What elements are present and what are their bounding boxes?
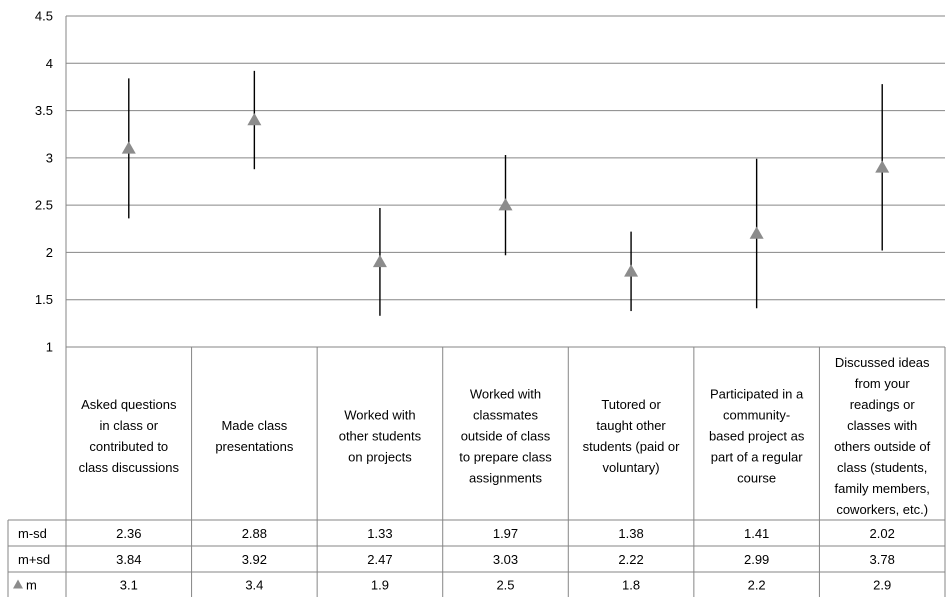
category-label-line: coworkers, etc.) [836,502,928,517]
category-label: Worked with other students on projects [339,408,422,465]
mean-marker [749,226,764,239]
category-label-line: from your [855,376,911,391]
table-cell: 3.4 [245,578,263,593]
table-cell: 2.02 [870,526,895,541]
category-label: Made class presentations [215,418,294,454]
table-cell: 3.84 [116,552,141,567]
mean-marker [498,198,513,211]
table-row: m 3.1 3.4 1.9 2.5 1.8 2.2 2.9 [13,578,891,593]
category-label-line: in class or [100,418,159,433]
category-label-line: outside of class [461,429,551,444]
table-row: m-sd 2.36 2.88 1.33 1.97 1.38 1.41 2.02 [18,526,895,541]
y-tick-label: 3.5 [35,103,53,118]
table-cell: 3.1 [120,578,138,593]
table-cell: 2.36 [116,526,141,541]
category-label: Discussed ideas from your readings or class… [834,355,931,517]
category-label-line: course [737,471,776,486]
table-cell: 1.9 [371,578,389,593]
y-tick-label: 1.5 [35,292,53,307]
table-cell: 2.5 [496,578,514,593]
category-label: Participated in a community-based project… [709,387,805,486]
table-cell: 1.41 [744,526,769,541]
category-label-line: taught other [596,418,666,433]
table-cell: 1.38 [618,526,643,541]
category-label-line: based project as [709,429,805,444]
category-label: Worked with classmates outside of class to … [459,387,552,486]
category-label-line: voluntary) [603,460,660,475]
category-label-line: class (students, [837,460,927,475]
data-table: Asked questions in class or contributed to… [7,347,946,597]
category-label-line: classmates [473,408,539,423]
table-cell: 1.8 [622,578,640,593]
category-label: Asked questions in class or contributed to… [79,397,180,475]
category-label-line: Made class [221,418,287,433]
series-name: m-sd [18,526,47,541]
y-tick-label: 1 [46,340,53,355]
category-label-line: classes with [847,418,917,433]
category-label-line: Discussed ideas [835,355,930,370]
category-label-line: Worked with [470,387,541,402]
y-axis-tick-labels: 1 1.5 2 2.5 3 3.5 4 4.5 [35,9,53,355]
category-label-line: Worked with [344,408,415,423]
category-label: Tutored or taught other students (paid or v… [583,397,681,475]
category-label-line: other students [339,429,422,444]
table-cell: 1.33 [367,526,392,541]
table-cell: 2.2 [748,578,766,593]
table-cell: 2.9 [873,578,891,593]
table-cell: 3.92 [242,552,267,567]
table-cell: 2.47 [367,552,392,567]
category-label-line: others outside of [834,439,931,454]
table-cell: 2.99 [744,552,769,567]
category-label-line: students (paid or [583,439,681,454]
category-label-line: assignments [469,471,542,486]
y-tick-label: 4 [46,56,53,71]
table-cell: 2.22 [618,552,643,567]
series-name: m [26,578,37,593]
y-tick-label: 3 [46,150,53,165]
mean-marker [624,264,639,277]
legend-marker [13,579,23,589]
table-cell: 3.78 [870,552,895,567]
y-tick-label: 4.5 [35,9,53,24]
series-name: m+sd [18,552,50,567]
category-label-line: community- [723,408,790,423]
table-cell: 3.03 [493,552,518,567]
table-row: m+sd 3.84 3.92 2.47 3.03 2.22 2.99 3.78 [18,552,895,567]
category-label-line: Tutored or [601,397,661,412]
mean-marker [875,160,890,173]
category-label-line: on projects [348,450,412,465]
mean-marker [372,254,387,268]
category-label-line: family members, [835,481,930,496]
category-label-line: Participated in a [710,387,804,402]
error-bars [128,70,883,316]
mean-markers [121,113,890,277]
y-tick-label: 2 [46,245,53,260]
category-label-line: class discussions [79,460,180,475]
category-label-line: part of a regular [711,450,803,465]
category-label-line: Asked questions [81,397,177,412]
category-label-line: readings or [850,397,916,412]
table-cell: 2.88 [242,526,267,541]
category-label-line: presentations [215,439,294,454]
mean-marker [121,141,136,154]
table-cell: 1.97 [493,526,518,541]
mean-marker [247,113,262,126]
category-label-line: contributed to [89,439,168,454]
y-tick-label: 2.5 [35,198,53,213]
category-label-line: to prepare class [459,450,552,465]
